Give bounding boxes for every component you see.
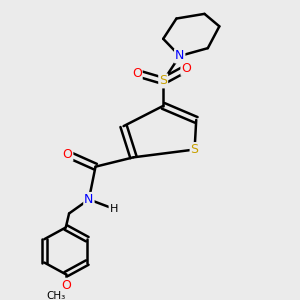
Text: N: N <box>175 50 184 62</box>
Text: CH₃: CH₃ <box>46 291 65 300</box>
Text: H: H <box>110 204 118 214</box>
Text: S: S <box>190 143 199 156</box>
Text: O: O <box>182 62 191 75</box>
Text: N: N <box>84 193 94 206</box>
Text: S: S <box>159 74 167 87</box>
Text: O: O <box>62 148 72 161</box>
Text: O: O <box>132 67 142 80</box>
Text: O: O <box>61 279 71 292</box>
